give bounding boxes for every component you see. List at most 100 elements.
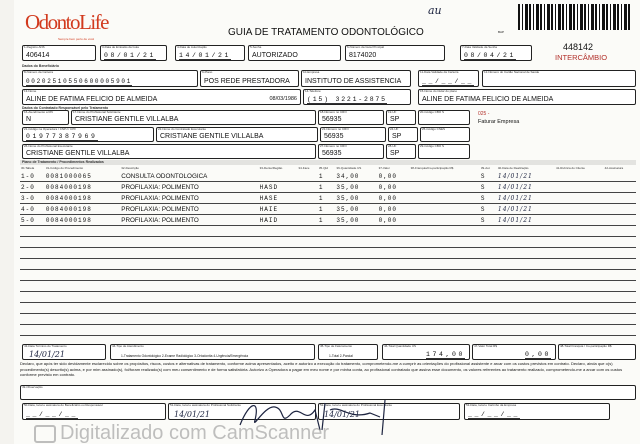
cell-empty [20,269,45,281]
field-label: 8-Número da Carteira [24,70,54,74]
cell-value: CONSULTA ODONTOLOGICA [121,172,208,180]
column-header: 33-Dente/Região [259,166,283,170]
field-value: 56935 [324,133,344,140]
cell-empty [496,324,555,336]
cell-empty [377,258,410,270]
cell-value: 0081000065 [45,172,92,180]
cell-empty [297,236,318,248]
rn-field: 16-Atendimento a RN N [22,110,69,125]
telefone-field: 14-Telefone (15) 3221-2875 [303,89,411,105]
cell-dente [258,171,298,182]
cell-empty [297,269,318,281]
observacao-field: 49-Observação [20,385,636,400]
cell-empty [258,280,298,292]
cell-empty [20,280,45,292]
section-contratado: Dados do Contratado Responsável pelo Tra… [22,106,109,110]
cell-face [297,214,318,226]
cell-empty [297,324,318,336]
cell-empty [120,324,259,336]
cell-rubrica [554,171,604,182]
table-row-empty [20,269,636,281]
cell-empty [479,280,497,292]
field-value: N [26,116,32,123]
cell-empty [479,302,497,314]
cell-aut: S [479,171,497,182]
field-label: 18-Número no CRO [320,110,347,114]
cell-empty [554,291,604,303]
table-row: 3-0 0084000198 PROFILAXIA: POLIMENTO HASE 1 3… [20,192,636,204]
total-franquia-field: 48-Total Franquia / Co-participação R$ [558,344,636,360]
cell-value: 0084000198 [45,183,92,191]
cell-value: 0084000198 [45,216,92,224]
field-value: __/__/__ [26,411,79,419]
cell-empty [317,269,336,281]
cell-empty [554,280,604,292]
cell-empty [603,302,636,314]
cell-tabela: 1-0 [20,171,45,182]
column-header: 39-Aut [480,166,490,170]
handwritten-mark: au [428,4,442,17]
cell-empty [317,302,336,314]
cell-value: HASE [259,194,279,202]
cell-empty [335,324,378,336]
cell-value: S [480,194,486,202]
column-header: 30-Tabela [21,166,35,170]
cell-aut: S [479,203,497,215]
cell-franquia [409,181,480,193]
cell-empty [335,302,378,314]
table-row-empty [20,302,636,314]
data-autorizacao-field: 4-Data de Autorização 14/01/21 [175,45,245,61]
cell-empty [554,225,604,237]
profissional-executante-field: 26-Nome do Profissional Executante CRISTI… [22,144,316,159]
cell-empty [409,324,480,336]
cell-empty [44,313,121,325]
faturamento-text: Faturar Empresa [478,119,520,125]
cell-codigo: 0084000198 [44,203,121,215]
cell-value: 0,00 [378,172,397,180]
cell-value: 0 [30,194,35,202]
field-label: 25-Código CNES [422,127,446,131]
field-value: __/__/__ [468,411,521,419]
faturamento-code: 025 - [478,111,490,117]
cell-empty [20,324,45,336]
cell-empty [603,258,636,270]
field-value: __/__/__ [422,78,475,86]
field-label: 17-Nome do Profissional Solicitante [73,110,121,114]
field-label: 22-Nome do Contratado Executante [158,127,207,131]
cell-empty [258,302,298,314]
cell-empty [496,225,555,237]
column-header: 40-Data de Realização [497,166,529,170]
cell-value: 35,00 [336,216,360,224]
cell-value: 14/01/21 [497,183,533,191]
cell-assinatura [603,214,636,226]
total-us-field: 46-Total Quantidade US 174,00 [382,344,470,360]
row-number: 5- [21,216,31,224]
cell-empty [335,225,378,237]
cell-empty [20,225,45,237]
cell-aut: S [479,181,497,193]
field-label: 50-Data, local e assinatura do Beneficiá… [24,403,103,407]
cell-qtd: 1 [317,192,336,204]
cro-executante-field: 23-Número no CRO 56935 [320,127,386,142]
cell-value: 14/01/21 [497,216,533,224]
cell-value: 1 [318,194,324,202]
solicitante-field: 17-Nome do Profissional Solicitante CRIST… [71,110,316,125]
cell-face [297,171,318,182]
cell-empty [603,225,636,237]
cell-descricao: PROFILAXIA: POLIMENTO [120,181,259,193]
cell-empty [44,280,121,292]
cell-value: S [480,205,486,213]
nome-field: 13-Nome ALINE DE FATIMA FELICIO DE ALMEID… [22,89,301,105]
cell-tabela: 3-0 [20,192,45,204]
cell-value: 35,00 [336,183,360,191]
cell-empty [554,269,604,281]
field-value: 00202510550600005901 [26,78,133,86]
cell-empty [603,236,636,248]
cell-face [297,181,318,193]
cell-data: 14/01/21 [496,181,555,193]
field-label: 47-Valor Total R$ [474,344,497,348]
cell-empty [496,236,555,248]
cell-empty [554,247,604,259]
cell-codigo: 0084000198 [44,181,121,193]
cell-value: 0084000198 [45,205,92,213]
